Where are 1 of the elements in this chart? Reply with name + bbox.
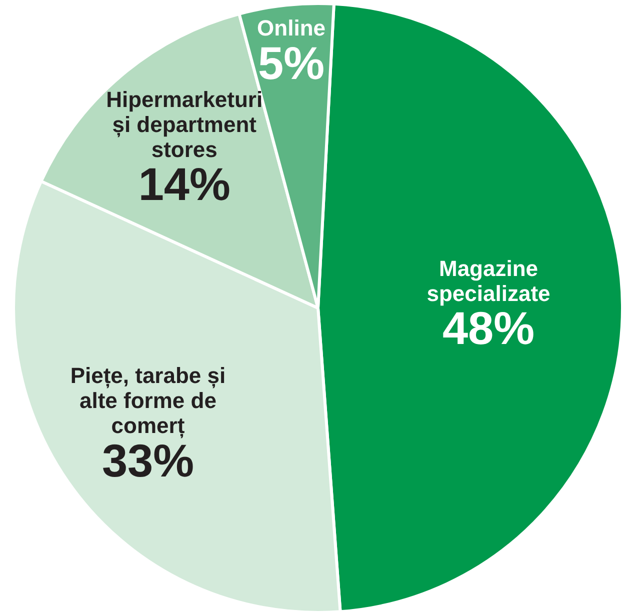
slice-label: Piețe, tarabe și alte forme de comerț — [70, 363, 226, 440]
